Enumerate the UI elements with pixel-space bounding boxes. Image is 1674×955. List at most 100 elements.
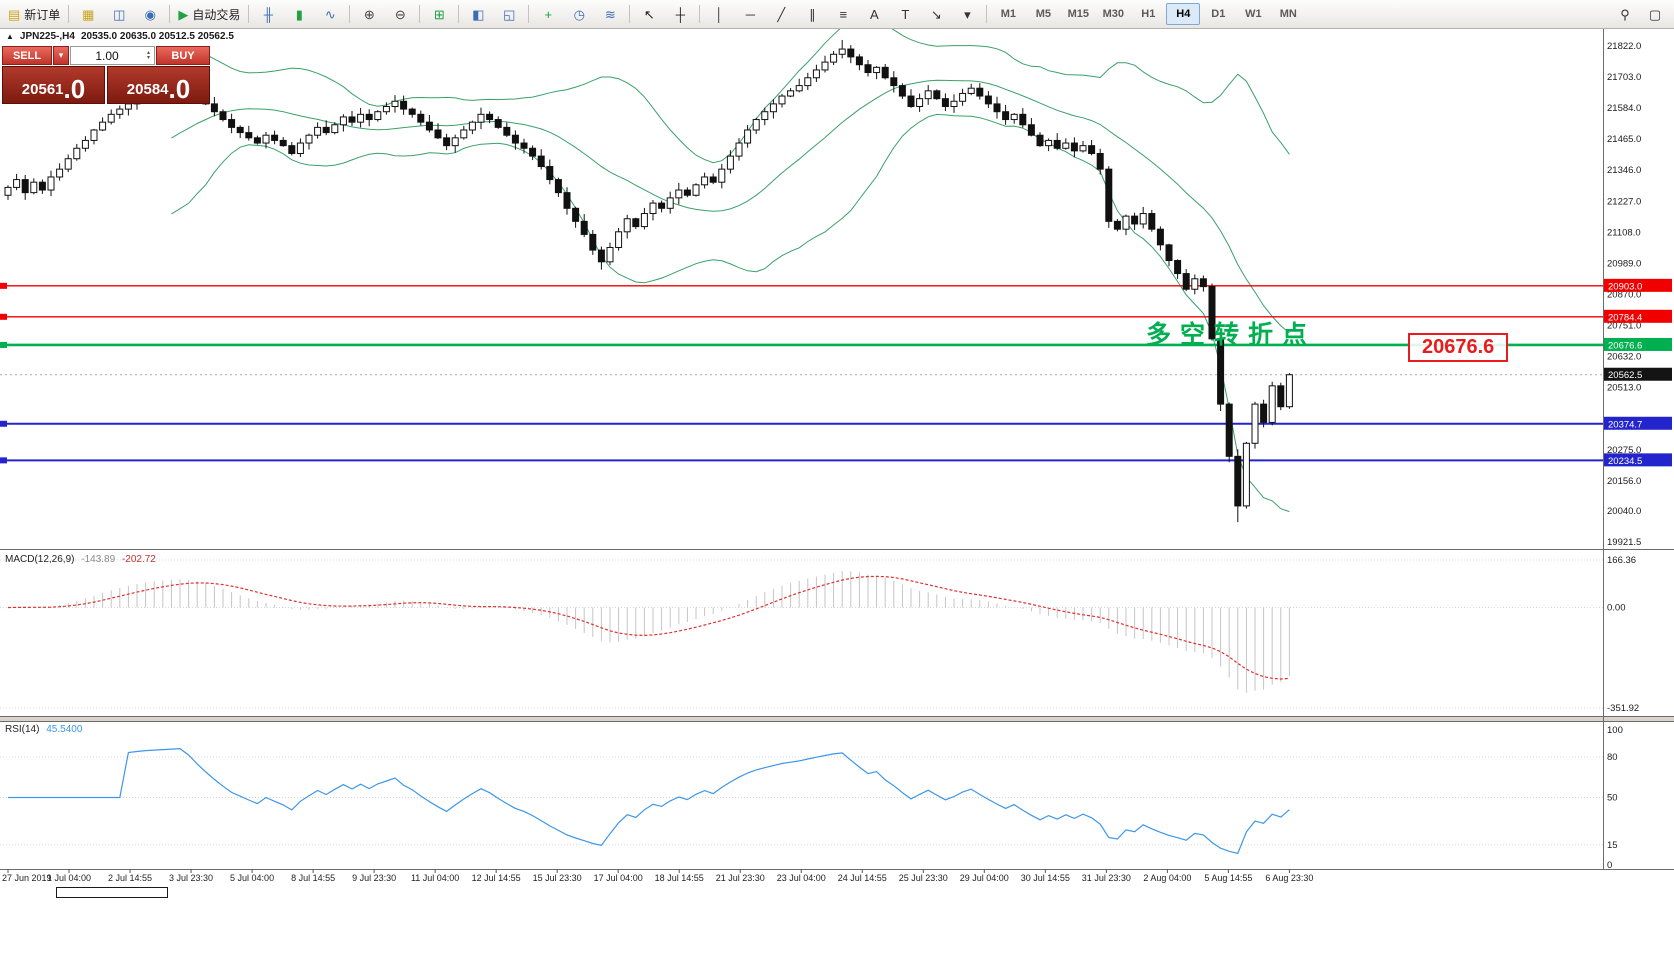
text-label-icon: A xyxy=(869,6,879,22)
search-button[interactable]: ⚲ xyxy=(1610,2,1640,26)
window-layout-button[interactable]: ▢ xyxy=(1640,2,1670,26)
svg-text:20903.0: 20903.0 xyxy=(1608,281,1642,292)
tile-windows-button[interactable]: ⊞ xyxy=(424,2,454,26)
horizontal-line-20374.7[interactable] xyxy=(0,420,1603,427)
equidistant-channel-icon: ∥ xyxy=(809,6,816,22)
arrow-tool-button[interactable]: ↘ xyxy=(921,2,951,26)
candles xyxy=(4,39,1293,523)
svg-text:20784.4: 20784.4 xyxy=(1608,312,1642,323)
timeframe-mn-button[interactable]: MN xyxy=(1279,8,1297,20)
data-window-button[interactable]: ◉ xyxy=(135,2,165,26)
text-annotation-icon: T xyxy=(901,6,910,22)
volume-input[interactable]: 1.00 ▴ ▾ xyxy=(70,46,155,65)
spinner-down-icon[interactable]: ▾ xyxy=(146,54,150,61)
volume-value: 1.00 xyxy=(95,48,119,63)
indicators-icon: + xyxy=(544,6,553,22)
sell-button[interactable]: SELL xyxy=(2,46,52,65)
horizontal-line-icon: ─ xyxy=(745,6,755,22)
timeframe-m30-button[interactable]: M30 xyxy=(1102,8,1125,20)
price-axis-label: 20751.0 xyxy=(1607,321,1641,332)
indicators-button[interactable]: + xyxy=(533,2,563,26)
timeframe-w1-button[interactable]: W1 xyxy=(1245,8,1262,20)
symbol-triangle-icon: ▲ xyxy=(6,32,14,41)
horizontal-line-20784.4[interactable] xyxy=(0,313,1603,320)
zoom-in-icon: ⊕ xyxy=(363,6,375,22)
macd-histogram xyxy=(16,571,1290,693)
spinner-up-icon[interactable]: ▴ xyxy=(146,49,150,56)
trendline-icon: ╱ xyxy=(777,6,786,22)
buy-price-frac: .0 xyxy=(168,73,191,104)
price-badge-20676.6: 20676.6 xyxy=(1604,337,1672,351)
buy-price-display[interactable]: 20584 .0 xyxy=(107,66,210,104)
horizontal-line-button[interactable]: ─ xyxy=(735,2,765,26)
vertical-line-button[interactable]: │ xyxy=(704,2,734,26)
auto-trading-button[interactable]: ▶ 自动交易 xyxy=(174,2,244,26)
macd-main-value: -143.89 xyxy=(81,554,116,565)
annotation-price-callout[interactable]: 20676.6 xyxy=(1408,333,1509,362)
macd-axis-label: 0.00 xyxy=(1607,603,1626,614)
timeframe-h1-button[interactable]: H1 xyxy=(1141,8,1156,20)
cursor-button[interactable]: ↖ xyxy=(634,2,664,26)
annotation-turning-point[interactable]: 多空转折点 xyxy=(1146,321,1317,349)
chart-ohlc-values: 20535.0 20635.0 20512.5 20562.5 xyxy=(80,31,234,42)
text-label-button[interactable]: A xyxy=(859,2,889,26)
bar-chart-button[interactable]: ╫ xyxy=(253,2,283,26)
crosshair-button[interactable]: ┼ xyxy=(665,2,695,26)
timeframe-m1-button[interactable]: M1 xyxy=(1000,8,1016,20)
timeframe-d1-button[interactable]: D1 xyxy=(1211,8,1226,20)
line-chart-button[interactable]: ∿ xyxy=(315,2,345,26)
buy-button[interactable]: BUY xyxy=(156,46,210,65)
svg-text:20234.5: 20234.5 xyxy=(1608,456,1642,467)
periods-button[interactable]: ◷ xyxy=(564,2,594,26)
window-layout-icon: ▢ xyxy=(1648,6,1662,22)
price-axis-label: 21465.0 xyxy=(1607,134,1641,145)
rsi-axis-label: 15 xyxy=(1607,840,1618,851)
new-order-icon: ▤ xyxy=(8,6,21,22)
price-axis-label: 21108.0 xyxy=(1607,227,1641,238)
toolbar-separator xyxy=(349,5,351,23)
price-axis-label: 20632.0 xyxy=(1607,352,1641,363)
text-annotation-button[interactable]: T xyxy=(890,2,920,26)
profiles-icon: ◫ xyxy=(113,6,126,22)
price-axis-label: 21703.0 xyxy=(1607,72,1641,83)
horizontal-line-20903.0[interactable] xyxy=(0,282,1603,289)
time-scrollbar-thumb[interactable] xyxy=(56,887,168,898)
price-axis-label: 20156.0 xyxy=(1607,476,1641,487)
price-axis-label: 20989.0 xyxy=(1607,258,1641,269)
timeframe-m15-button[interactable]: M15 xyxy=(1067,8,1090,20)
more-tools-button[interactable]: ▾ xyxy=(952,2,982,26)
one-click-menu-button[interactable]: ▾ xyxy=(53,46,69,65)
volume-spinner[interactable]: ▴ ▾ xyxy=(143,49,154,61)
toolbar-separator xyxy=(248,5,250,23)
price-axis-label: 21822.0 xyxy=(1607,41,1641,52)
tile-windows-icon: ⊞ xyxy=(433,6,445,22)
price-axis-label: 21346.0 xyxy=(1607,165,1641,176)
price-axis-label: 20275.0 xyxy=(1607,445,1641,456)
fibonacci-button[interactable]: ≡ xyxy=(828,2,858,26)
new-order-label: 新订单 xyxy=(24,7,61,22)
profiles-button[interactable]: ◫ xyxy=(104,2,134,26)
sell-price-display[interactable]: 20561 .0 xyxy=(2,66,105,104)
macd-label: MACD(12,26,9) -143.89 -202.72 xyxy=(5,554,156,565)
macd-axis-label: 166.36 xyxy=(1607,555,1636,566)
charts-button[interactable]: ▦ xyxy=(73,2,103,26)
trendline-button[interactable]: ╱ xyxy=(766,2,796,26)
zoom-in-button[interactable]: ⊕ xyxy=(354,2,384,26)
timeframe-m5-button[interactable]: M5 xyxy=(1035,8,1051,20)
horizontal-line-20676.6[interactable] xyxy=(0,341,1603,348)
buy-price-main: 20584 xyxy=(126,81,169,98)
arrange-vertical-button[interactable]: ◧ xyxy=(463,2,493,26)
horizontal-line-20234.5[interactable] xyxy=(0,457,1603,464)
zoom-out-button[interactable]: ⊖ xyxy=(385,2,415,26)
templates-button[interactable]: ≋ xyxy=(595,2,625,26)
candlestick-chart-button[interactable]: ▮ xyxy=(284,2,314,26)
toolbar-separator xyxy=(528,5,530,23)
arrange-horizontal-button[interactable]: ◱ xyxy=(494,2,524,26)
new-order-button[interactable]: ▤ 新订单 xyxy=(4,2,64,26)
equidistant-channel-button[interactable]: ∥ xyxy=(797,2,827,26)
price-axis-label: 21227.0 xyxy=(1607,196,1641,207)
price-badge-20903.0: 20903.0 xyxy=(1604,278,1672,292)
timeframe-h4-button[interactable]: H4 xyxy=(1166,3,1201,25)
sell-price-frac: .0 xyxy=(63,73,86,104)
